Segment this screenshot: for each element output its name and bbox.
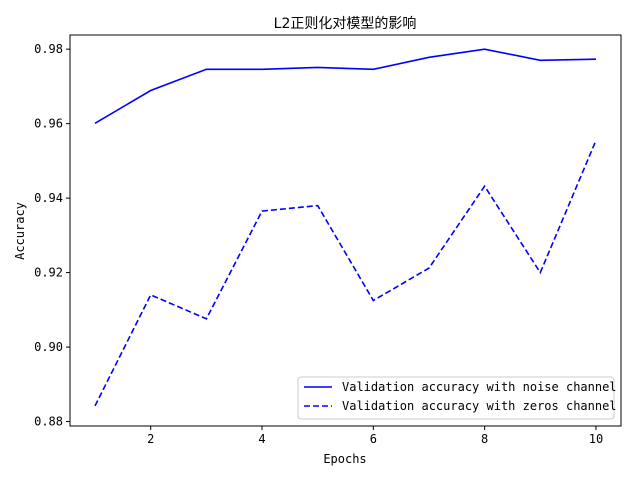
x-axis-label: Epochs <box>323 452 366 466</box>
series-line-1 <box>94 48 597 124</box>
y-tick-label: 0.98 <box>34 42 63 56</box>
chart-title: L2正则化对模型的影响 <box>274 16 417 32</box>
plot-lines <box>94 48 597 407</box>
x-tick-label: 8 <box>481 432 488 446</box>
x-tick-label: 4 <box>258 432 265 446</box>
x-tick-label: 10 <box>589 432 603 446</box>
legend-label-2: Validation accuracy with zeros channel <box>342 399 617 413</box>
y-tick-label: 0.96 <box>34 117 63 131</box>
y-axis-ticks: 0.88 0.90 0.92 0.94 0.96 0.98 <box>34 42 70 429</box>
y-tick-label: 0.88 <box>34 415 63 429</box>
series-line-2 <box>94 140 597 407</box>
legend-label-1: Validation accuracy with noise channel <box>342 380 617 394</box>
x-tick-label: 2 <box>147 432 154 446</box>
legend: Validation accuracy with noise channel Va… <box>297 376 617 420</box>
x-axis-ticks: 2 4 6 8 10 <box>147 426 603 446</box>
y-tick-label: 0.94 <box>34 191 63 205</box>
y-tick-label: 0.90 <box>34 340 63 354</box>
legend-box <box>297 376 615 420</box>
plot-frame <box>69 34 622 427</box>
y-axis-label: Accuracy <box>13 202 27 260</box>
x-tick-label: 6 <box>370 432 377 446</box>
y-tick-label: 0.92 <box>34 266 63 280</box>
